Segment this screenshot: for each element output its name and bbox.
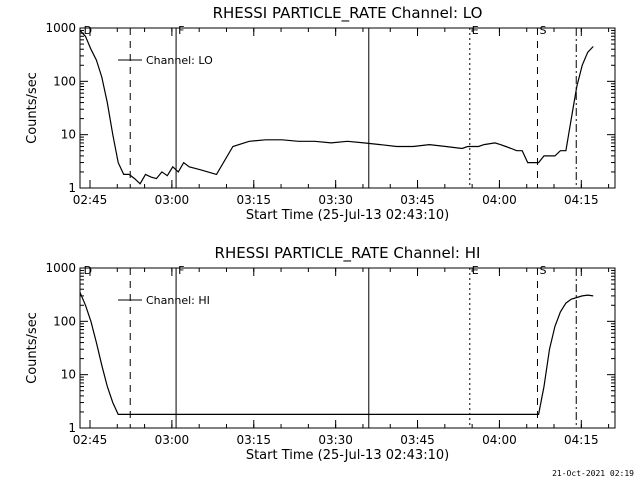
x-tick-label: 04:15	[564, 193, 599, 207]
plot-frame	[79, 27, 616, 189]
y-tick-label: 10	[61, 128, 76, 142]
event-marker-label: E	[472, 264, 479, 277]
y-tick-label: 1000	[45, 21, 76, 35]
x-tick-label: 03:15	[236, 433, 271, 447]
x-tick-label: 04:15	[564, 433, 599, 447]
event-marker-label: D	[84, 264, 92, 277]
y-tick-label: 10	[61, 368, 76, 382]
y-axis-label: Counts/sec	[25, 312, 40, 384]
x-tick-label: 03:30	[318, 433, 353, 447]
plot-frame	[79, 267, 616, 429]
x-tick-label: 02:45	[73, 433, 108, 447]
y-tick-label: 1	[68, 421, 76, 435]
x-tick-label: 03:45	[400, 433, 435, 447]
data-series-line	[79, 292, 594, 415]
event-marker-label: S	[539, 264, 546, 277]
chart-title: RHESSI PARTICLE_RATE Channel: HI	[215, 244, 481, 263]
x-tick-label: 03:00	[155, 193, 190, 207]
x-axis-label: Start Time (25-Jul-13 02:43:10)	[246, 448, 449, 463]
y-tick-label: 100	[53, 314, 76, 328]
event-marker-label: S	[539, 24, 546, 37]
y-axis-label: Counts/sec	[25, 72, 40, 144]
chart-title: RHESSI PARTICLE_RATE Channel: LO	[213, 4, 483, 23]
event-marker-label: F	[178, 24, 184, 37]
x-tick-label: 04:00	[482, 433, 517, 447]
x-tick-label: 03:45	[400, 193, 435, 207]
legend-label: Channel: LO	[146, 54, 213, 67]
x-tick-label: 03:00	[155, 433, 190, 447]
x-tick-label: 03:15	[236, 193, 271, 207]
x-tick-label: 03:30	[318, 193, 353, 207]
y-tick-label: 100	[53, 74, 76, 88]
data-series-line	[79, 29, 594, 185]
footer-date: 21-Oct-2021 02:19	[552, 469, 634, 478]
event-marker-label: D	[84, 24, 92, 37]
x-axis-label: Start Time (25-Jul-13 02:43:10)	[246, 208, 449, 223]
y-tick-label: 1	[68, 181, 76, 195]
x-tick-label: 02:45	[73, 193, 108, 207]
legend-label: Channel: HI	[146, 294, 210, 307]
y-tick-label: 1000	[45, 261, 76, 275]
event-marker-label: E	[472, 24, 479, 37]
event-marker-label: F	[178, 264, 184, 277]
x-tick-label: 04:00	[482, 193, 517, 207]
